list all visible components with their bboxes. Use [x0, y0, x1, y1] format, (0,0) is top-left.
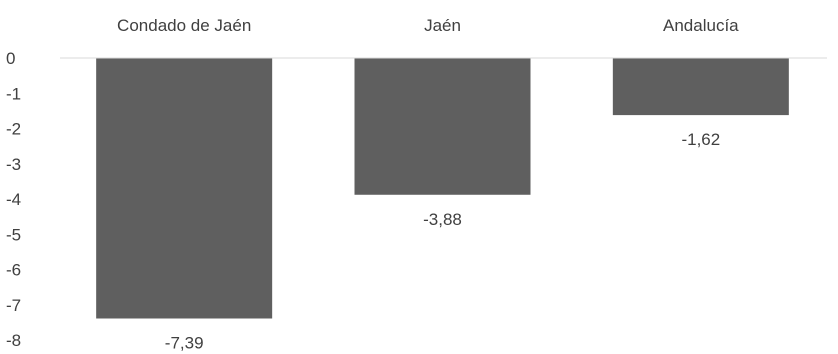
data-label: -7,39 [165, 333, 204, 352]
data-label: -1,62 [681, 130, 720, 149]
bar [96, 58, 273, 319]
y-tick-label: -8 [6, 331, 21, 350]
y-tick-label: -5 [6, 225, 21, 244]
category-labels: Condado de Jaén Jaén Andalucía [117, 16, 739, 35]
data-labels: -7,39 -3,88 -1,62 [165, 130, 720, 352]
y-tick-label: -1 [6, 84, 21, 103]
y-tick-label: -2 [6, 120, 21, 139]
bar [354, 58, 531, 195]
category-label: Jaén [424, 16, 461, 35]
bar [612, 58, 789, 116]
y-tick-label: -7 [6, 296, 21, 315]
y-tick-label: 0 [6, 49, 15, 68]
data-label: -3,88 [423, 210, 462, 229]
y-tick-label: -6 [6, 261, 21, 280]
category-label: Andalucía [663, 16, 739, 35]
bars [96, 58, 789, 319]
y-tick-label: -4 [6, 190, 21, 209]
y-tick-label: -3 [6, 155, 21, 174]
y-axis-tick-labels: 0 -1 -2 -3 -4 -5 -6 -7 -8 [6, 49, 21, 350]
category-label: Condado de Jaén [117, 16, 251, 35]
